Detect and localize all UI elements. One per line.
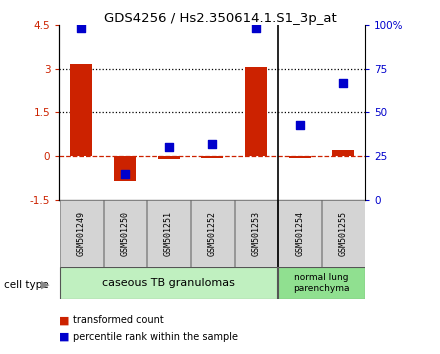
Point xyxy=(296,122,303,127)
Bar xyxy=(103,200,147,267)
Text: GSM501254: GSM501254 xyxy=(295,211,304,256)
Bar xyxy=(70,64,92,156)
Point xyxy=(165,144,172,150)
Point xyxy=(78,25,85,31)
Bar xyxy=(60,267,277,299)
Text: GSM501253: GSM501253 xyxy=(252,211,260,256)
Bar xyxy=(245,67,267,156)
Bar xyxy=(158,156,180,159)
Text: caseous TB granulomas: caseous TB granulomas xyxy=(102,278,235,288)
Text: GSM501250: GSM501250 xyxy=(121,211,129,256)
Text: ■: ■ xyxy=(59,315,70,325)
Bar xyxy=(322,200,365,267)
Text: GSM501251: GSM501251 xyxy=(164,211,173,256)
Point xyxy=(340,80,347,85)
Text: GSM501252: GSM501252 xyxy=(208,211,217,256)
Text: transformed count: transformed count xyxy=(73,315,163,325)
Point xyxy=(209,141,216,147)
Text: GDS4256 / Hs2.350614.1.S1_3p_at: GDS4256 / Hs2.350614.1.S1_3p_at xyxy=(104,12,336,25)
Text: ■: ■ xyxy=(59,332,70,342)
Text: GSM501255: GSM501255 xyxy=(339,211,348,256)
Point xyxy=(253,25,260,31)
Bar xyxy=(278,200,321,267)
Bar xyxy=(147,200,190,267)
Bar xyxy=(60,200,103,267)
Text: normal lung
parenchyma: normal lung parenchyma xyxy=(293,274,350,293)
Bar xyxy=(191,200,234,267)
Bar xyxy=(289,156,311,158)
Bar xyxy=(202,156,223,158)
Bar xyxy=(278,267,365,299)
Bar xyxy=(235,200,277,267)
Point xyxy=(121,171,128,177)
Text: ▶: ▶ xyxy=(41,280,49,290)
Bar xyxy=(333,150,354,156)
Text: GSM501249: GSM501249 xyxy=(77,211,86,256)
Bar xyxy=(114,156,136,181)
Text: percentile rank within the sample: percentile rank within the sample xyxy=(73,332,238,342)
Text: cell type: cell type xyxy=(4,280,49,290)
